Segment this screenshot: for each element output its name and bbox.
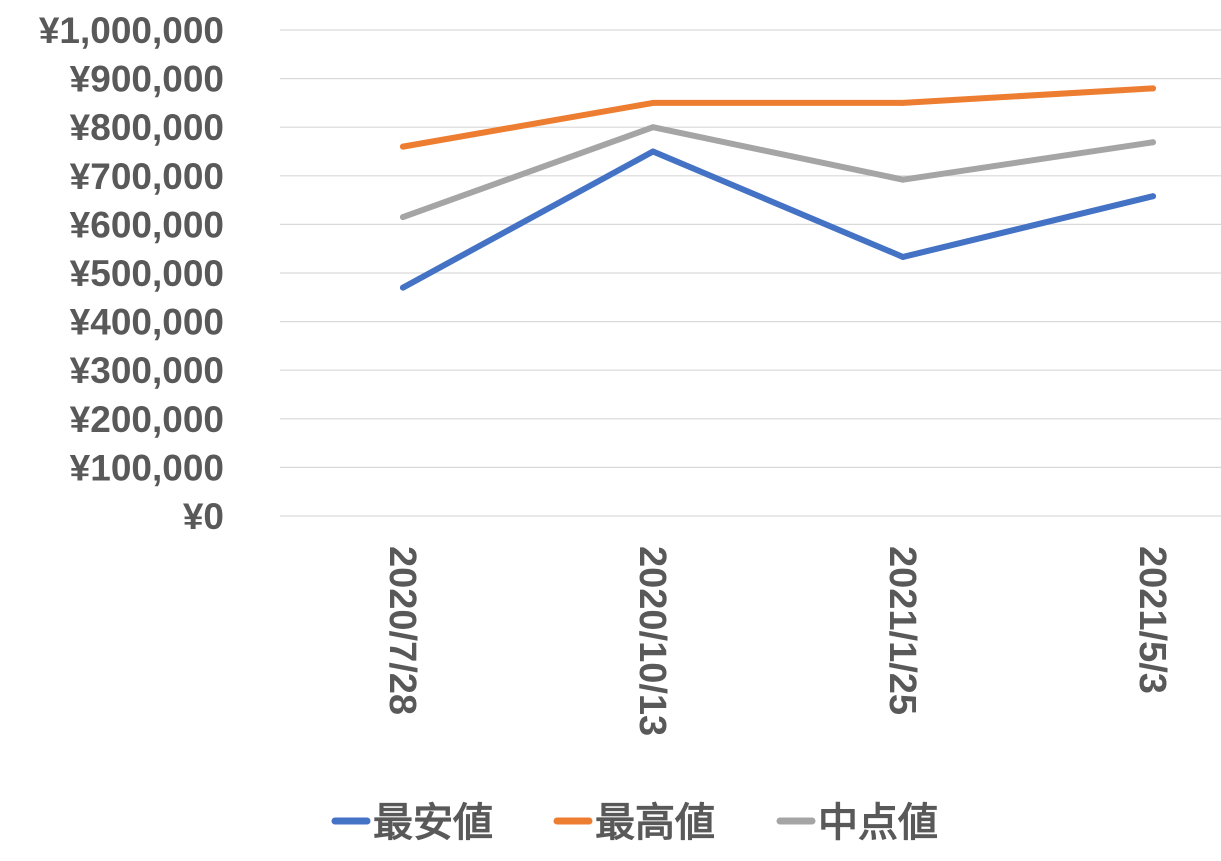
series-line-3 (400, 124, 1156, 221)
legend: 最安値 最高値 中点値 (331, 800, 938, 846)
y-tick-label: ¥600,000 (70, 204, 224, 245)
data-point (650, 148, 656, 155)
x-tick-label: 2020/10/13 (631, 546, 673, 736)
y-axis-tick-labels: ¥0 ¥100,000 ¥200,000 ¥300,000 ¥400,000 ¥500,0… (39, 10, 224, 537)
x-axis-tick-labels: 2020/7/28 2020/10/13 2021/1/25 2021/5/3 (381, 546, 1173, 736)
data-point (400, 143, 406, 150)
data-point (900, 99, 906, 106)
x-tick-label: 2021/1/25 (881, 546, 923, 715)
series-lines (400, 85, 1156, 291)
y-tick-label: ¥0 (183, 496, 224, 537)
y-tick-label: ¥700,000 (70, 156, 224, 197)
data-point (900, 176, 906, 183)
y-tick-label: ¥900,000 (70, 59, 224, 100)
data-point (650, 124, 656, 131)
y-tick-label: ¥1,000,000 (39, 10, 224, 51)
data-point (400, 214, 406, 221)
series-line-2 (400, 85, 1156, 150)
y-tick-label: ¥100,000 (70, 447, 224, 488)
data-point (1150, 193, 1156, 200)
y-tick-label: ¥500,000 (70, 253, 224, 294)
legend-label: 中点値 (818, 800, 938, 846)
y-tick-label: ¥800,000 (70, 107, 224, 148)
data-point (650, 99, 656, 106)
data-point (1150, 85, 1156, 92)
x-tick-label: 2021/5/3 (1131, 546, 1173, 694)
y-tick-label: ¥200,000 (70, 399, 224, 440)
data-point (400, 284, 406, 291)
series-line-1 (400, 148, 1156, 291)
legend-label: 最高値 (595, 800, 715, 846)
data-point (900, 253, 906, 260)
data-point (1150, 139, 1156, 146)
x-tick-label: 2020/7/28 (381, 546, 423, 715)
y-tick-label: ¥300,000 (70, 350, 224, 391)
gridlines (280, 29, 1221, 517)
y-tick-label: ¥400,000 (70, 302, 224, 343)
legend-label: 最安値 (373, 800, 493, 846)
